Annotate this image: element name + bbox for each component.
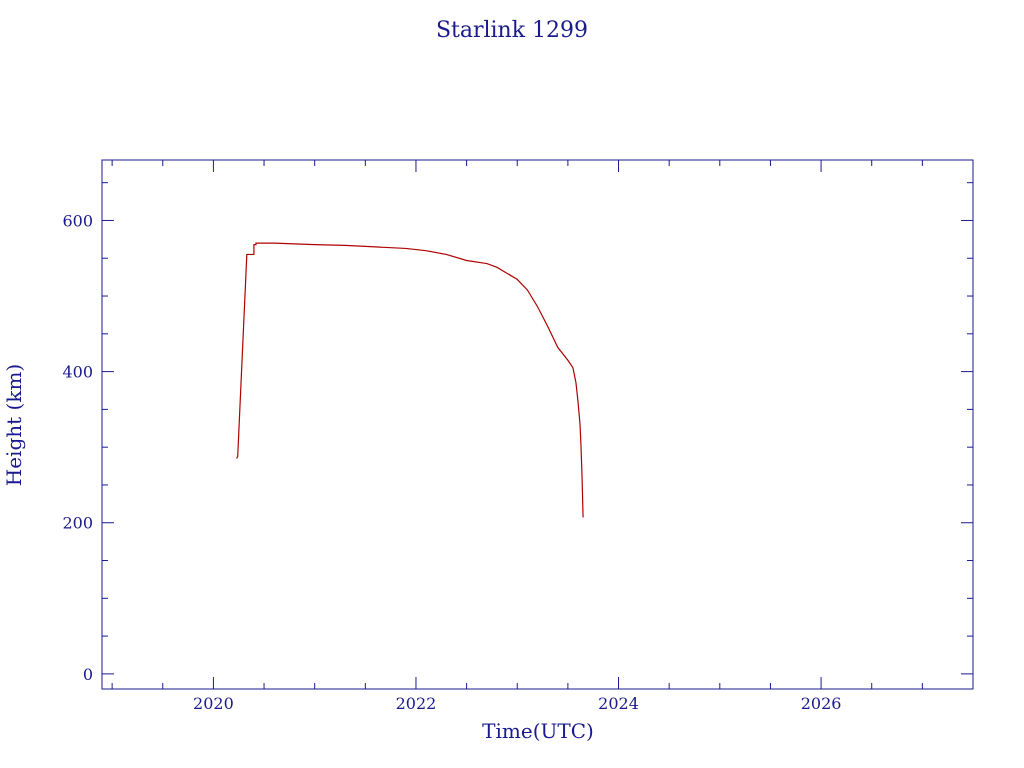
y-axis-label: Height (km) (2, 364, 26, 486)
y-tick-label: 200 (62, 514, 93, 533)
x-tick-label: 2022 (396, 694, 437, 713)
y-tick-label: 0 (83, 665, 93, 684)
axis-ticks (102, 160, 974, 689)
tick-labels: 2020 2022 2024 2026 0 200 400 600 (62, 211, 841, 713)
x-tick-label: 2026 (801, 694, 842, 713)
plot-frame (101, 159, 974, 690)
x-axis-label: Time(UTC) (482, 719, 594, 743)
chart-title: Starlink 1299 (436, 18, 588, 43)
y-tick-label: 600 (62, 211, 93, 230)
y-tick-label: 400 (62, 363, 93, 382)
series-line-height (236, 242, 584, 518)
x-tick-label: 2024 (598, 694, 639, 713)
x-tick-label: 2020 (193, 694, 234, 713)
